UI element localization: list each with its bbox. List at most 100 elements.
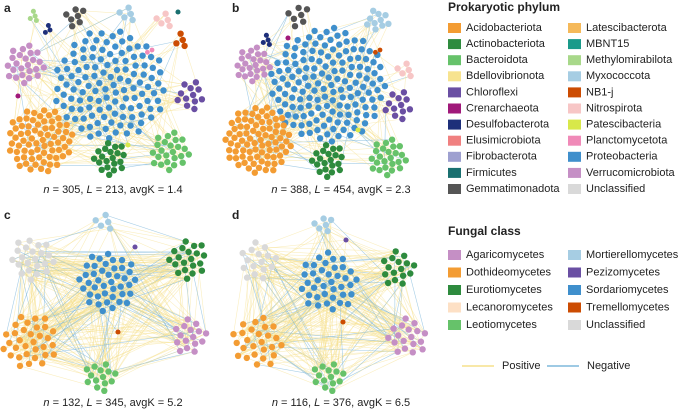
node <box>82 271 89 279</box>
node <box>70 86 77 93</box>
edge <box>108 273 193 372</box>
node <box>8 140 16 147</box>
edge <box>316 120 374 169</box>
node <box>92 217 99 224</box>
edge <box>242 332 325 381</box>
node <box>182 337 190 344</box>
node <box>91 262 98 270</box>
node <box>282 51 289 58</box>
node <box>395 258 402 266</box>
node <box>45 23 51 28</box>
edge <box>86 325 185 370</box>
panel-label: d <box>232 208 239 222</box>
node <box>106 171 113 178</box>
node <box>99 307 106 315</box>
node <box>118 143 125 150</box>
node <box>86 299 93 306</box>
legend-swatch <box>568 285 581 295</box>
edge <box>260 60 387 144</box>
edge <box>121 162 155 169</box>
edge <box>117 328 177 333</box>
node <box>20 326 27 334</box>
edge <box>12 259 191 331</box>
node <box>339 255 346 263</box>
legend-label: Myxococcota <box>586 70 651 82</box>
node <box>123 299 131 307</box>
node <box>239 49 246 56</box>
node <box>99 267 106 274</box>
node <box>98 153 106 160</box>
node <box>112 43 119 50</box>
node <box>36 154 43 161</box>
edge <box>129 284 191 331</box>
node <box>111 110 119 117</box>
node <box>131 276 139 283</box>
node <box>185 248 192 256</box>
node <box>250 56 257 63</box>
node <box>44 167 52 175</box>
node <box>258 158 265 165</box>
edge <box>254 119 330 144</box>
legend-swatch <box>568 267 581 278</box>
node <box>281 90 289 98</box>
legend-label: Tremellomycetes <box>586 301 670 313</box>
node <box>346 84 353 92</box>
node <box>72 115 79 123</box>
node <box>87 133 94 140</box>
node <box>198 267 206 274</box>
edge <box>87 259 170 383</box>
node <box>86 95 94 103</box>
node <box>302 74 309 81</box>
edge <box>247 273 314 341</box>
node <box>329 162 336 169</box>
node <box>17 130 25 138</box>
node <box>23 108 31 115</box>
node <box>149 64 156 72</box>
edge <box>263 279 396 350</box>
node <box>341 78 349 85</box>
node <box>35 242 42 249</box>
node <box>26 237 33 244</box>
node <box>257 136 264 144</box>
node <box>51 108 59 116</box>
edge <box>305 224 327 265</box>
node <box>101 290 109 297</box>
node <box>350 46 357 53</box>
node <box>104 61 111 69</box>
node <box>284 81 291 88</box>
node <box>376 166 383 174</box>
node <box>21 79 28 87</box>
node <box>199 338 206 345</box>
edge <box>44 94 194 147</box>
node <box>244 141 251 148</box>
edge <box>53 265 194 355</box>
edge <box>264 326 399 336</box>
node <box>94 384 101 391</box>
node <box>158 147 165 154</box>
node <box>63 65 71 73</box>
node <box>394 348 401 355</box>
node <box>373 159 381 166</box>
edge <box>263 18 295 55</box>
node <box>56 121 63 129</box>
edge <box>276 272 395 339</box>
node <box>179 159 186 166</box>
node <box>343 38 350 45</box>
node <box>263 32 269 38</box>
node <box>316 168 323 175</box>
node <box>330 286 337 293</box>
node <box>234 352 242 359</box>
node <box>147 105 154 113</box>
node <box>42 29 48 35</box>
edge <box>339 351 398 382</box>
node <box>32 13 38 19</box>
node <box>292 60 299 67</box>
node <box>325 74 332 81</box>
legend-swatch <box>568 167 581 178</box>
edge <box>95 347 188 381</box>
node <box>36 113 44 120</box>
node <box>259 65 267 72</box>
node <box>322 63 329 70</box>
legend-label: Bdellovibrionota <box>466 70 545 82</box>
node <box>135 128 142 135</box>
